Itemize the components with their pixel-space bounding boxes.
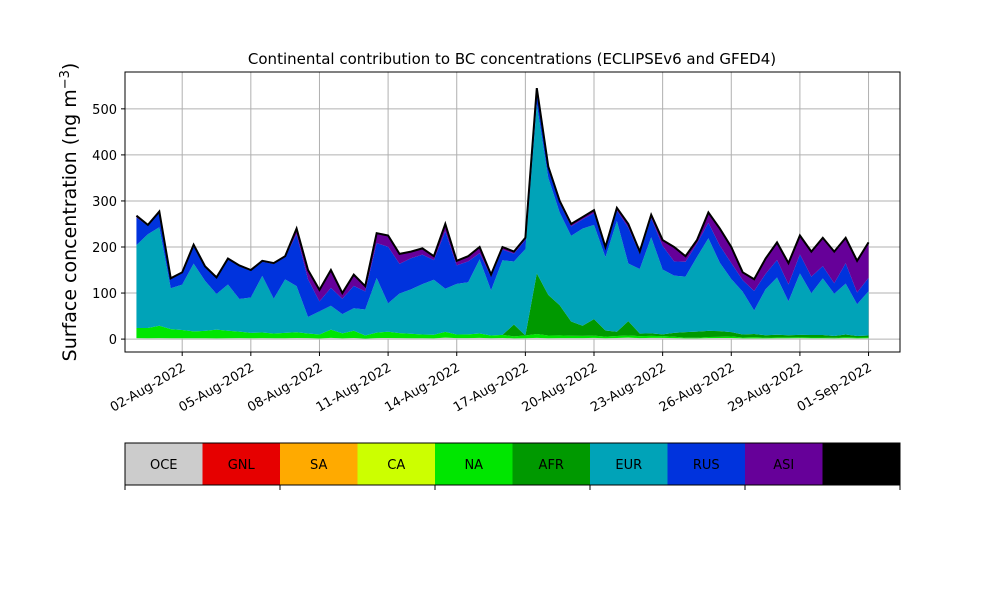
x-tick-label: 23-Aug-2022 — [588, 360, 668, 415]
total-outline-line — [135, 87, 870, 296]
x-tick-label: 17-Aug-2022 — [451, 360, 531, 415]
chart-title: Continental contribution to BC concentra… — [248, 50, 776, 68]
legend-swatch-sa — [280, 443, 358, 485]
area-eur — [136, 104, 869, 336]
y-tick-label: 400 — [92, 149, 117, 164]
legend-swatch-asi — [745, 443, 823, 485]
legend-swatch-eur — [590, 443, 668, 485]
x-tick-label: 11-Aug-2022 — [314, 360, 394, 415]
legend-swatch-afr — [512, 443, 590, 485]
legend-label-ca: CA — [387, 458, 405, 473]
stacked-areas — [136, 88, 869, 340]
legend-swatch-oce — [125, 443, 203, 485]
legend-swatch-ca — [357, 443, 435, 485]
legend-frame — [124, 442, 901, 486]
legend-label-na: NA — [464, 458, 483, 473]
legend-label-asi: ASI — [773, 458, 794, 473]
y-tick-label: 300 — [92, 195, 117, 210]
x-axis-ticks: 02-Aug-202205-Aug-202208-Aug-202211-Aug-… — [108, 352, 875, 416]
legend-label-afr: AFR — [539, 458, 564, 473]
x-tick-label: 05-Aug-2022 — [176, 360, 256, 415]
y-tick-label: 200 — [92, 241, 117, 256]
area-na — [136, 325, 869, 339]
legend-label-rus: RUS — [693, 458, 720, 473]
plot-frame — [124, 71, 901, 353]
y-axis-label-exponent: −3 — [58, 70, 73, 89]
x-tick-label: 26-Aug-2022 — [657, 360, 737, 415]
x-tick-label: 29-Aug-2022 — [726, 360, 806, 415]
legend-swatch-rus — [667, 443, 745, 485]
y-axis-ticks: 0 100 200 300 400 500 — [92, 103, 125, 348]
x-tick-label: 01-Sep-2022 — [795, 360, 875, 415]
legend-label-eur: EUR — [615, 458, 642, 473]
legend-swatch-na — [435, 443, 513, 485]
y-tick-label: 0 — [109, 333, 117, 348]
legend-label-oce: OCE — [150, 458, 178, 473]
legend-swatch-aus — [822, 443, 900, 485]
legend-label-sa: SA — [310, 458, 327, 473]
legend-label-aus: AUS — [848, 458, 875, 473]
y-tick-label: 100 — [92, 287, 117, 302]
y-tick-label: 500 — [92, 103, 117, 118]
legend-swatch-gnl — [202, 443, 280, 485]
y-axis-label-main: Surface concentration (ng m — [59, 89, 81, 361]
legend-label-gnl: GNL — [228, 458, 256, 473]
x-tick-label: 08-Aug-2022 — [245, 360, 325, 415]
legend-colorbar: OCE GNL SA CA NA AFR EUR RUS ASI AUS — [124, 442, 901, 490]
area-oce — [136, 337, 869, 340]
y-axis-label: Surface concentration (ng m−3) — [58, 63, 81, 362]
x-tick-label: 02-Aug-2022 — [108, 360, 188, 415]
x-tick-label: 14-Aug-2022 — [382, 360, 462, 415]
x-tick-label: 20-Aug-2022 — [520, 360, 600, 415]
y-axis-label-suffix: ) — [59, 63, 81, 70]
